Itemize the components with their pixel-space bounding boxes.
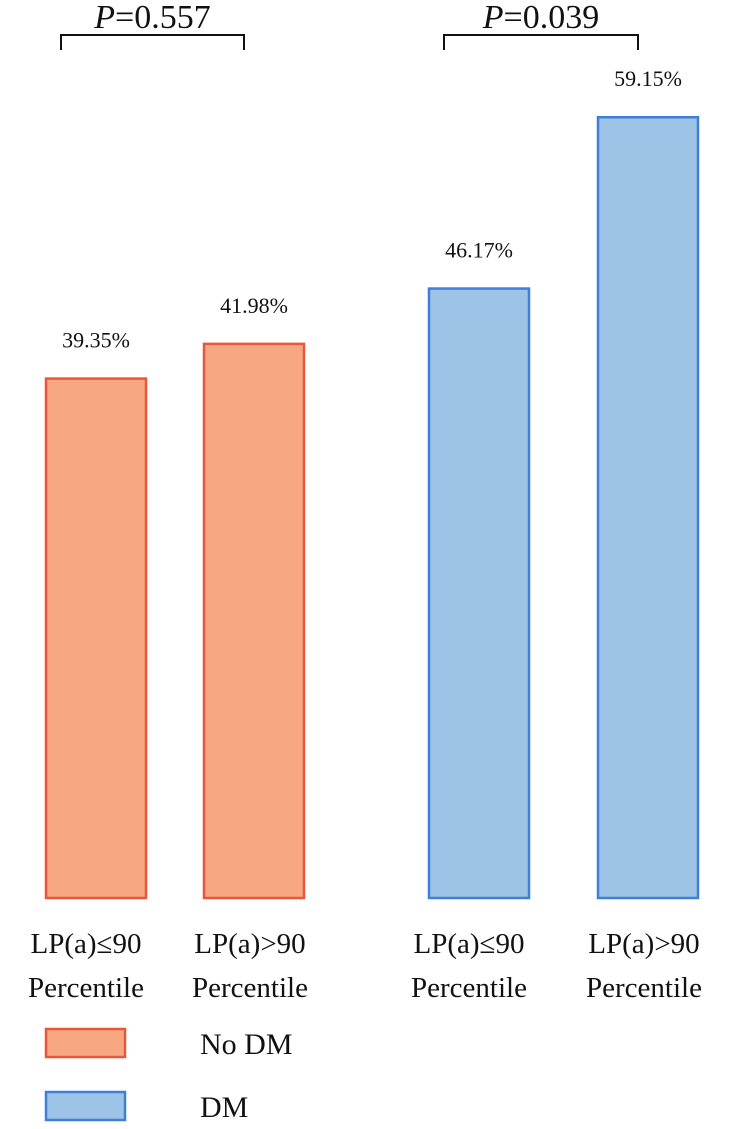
bar (202, 342, 306, 900)
legend-label: DM (200, 1091, 248, 1124)
p-value: =0.557 (115, 0, 211, 36)
p-value-label: P=0.557 (93, 0, 210, 36)
p-value: =0.039 (504, 0, 600, 36)
significance-bracket (60, 34, 245, 50)
x-tick-label: LP(a)≤90 (414, 928, 525, 960)
legend-swatch (44, 1027, 127, 1059)
x-tick-label: LP(a)≤90 (31, 928, 142, 960)
p-symbol: P (93, 0, 115, 36)
x-tick-label: Percentile (411, 972, 527, 1004)
value-label: 41.98% (220, 293, 288, 318)
bar (44, 377, 148, 900)
p-symbol: P (482, 0, 504, 36)
bar (596, 115, 700, 900)
x-tick-label: LP(a)>90 (588, 928, 699, 960)
significance-bracket (443, 34, 639, 50)
bar (427, 287, 531, 900)
x-tick-label: Percentile (192, 972, 308, 1004)
p-value-label: P=0.039 (482, 0, 599, 36)
value-label: 59.15% (614, 66, 682, 91)
x-tick-label: LP(a)>90 (194, 928, 305, 960)
x-tick-label: Percentile (28, 972, 144, 1004)
value-label: 46.17% (445, 238, 513, 263)
legend-label: No DM (200, 1028, 293, 1061)
x-tick-label: Percentile (586, 972, 702, 1004)
legend-swatch (44, 1090, 127, 1122)
value-label: 39.35% (62, 328, 130, 353)
